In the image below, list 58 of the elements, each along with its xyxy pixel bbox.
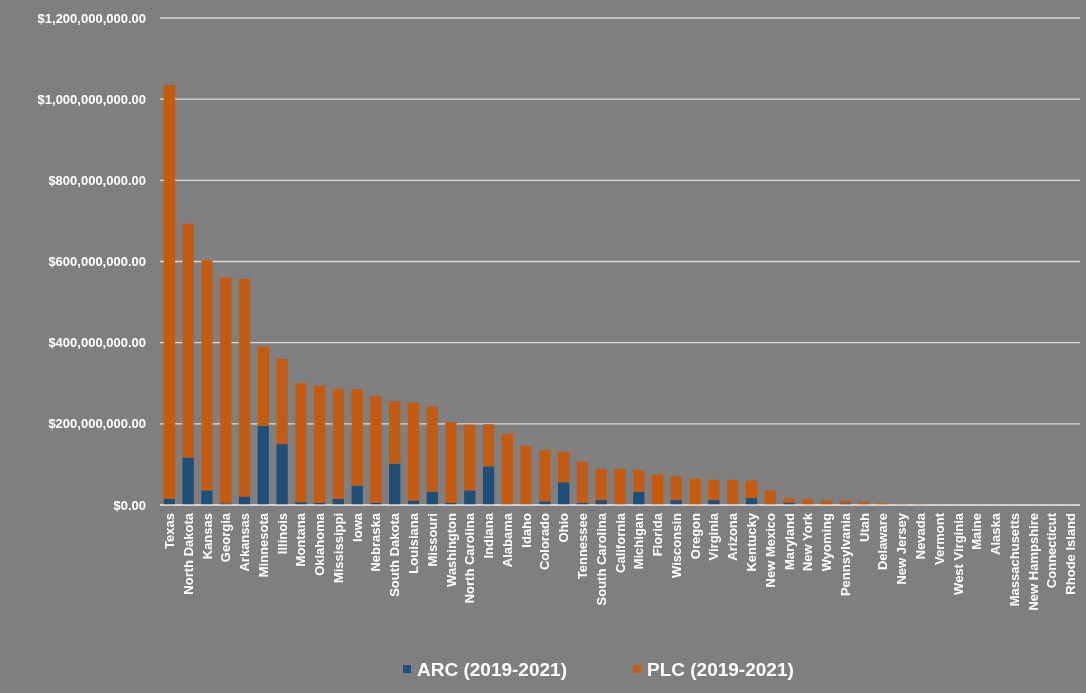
x-tick-label: South Carolina [593,512,609,606]
legend-label: ARC (2019-2021) [417,658,567,680]
x-tick-label: Delaware [875,513,891,571]
x-tick-label: Idaho [518,512,534,548]
x-tick-label: New Jersey [894,512,910,585]
x-tick-label: New York [800,512,816,572]
x-tick-label: North Dakota [180,512,196,595]
x-tick-label: Louisiana [406,512,422,574]
x-tick-label: Colorado [537,512,553,571]
y-tick-label: $800,000,000.00 [48,172,146,188]
y-tick-label: $400,000,000.00 [48,335,146,351]
x-tick-label: Oklahoma [312,512,328,576]
x-tick-label: Utah [856,512,872,542]
x-tick-label: Wyoming [819,512,835,572]
x-tick-label: Minnesota [255,512,271,578]
x-tick-label: West Virginia [950,512,966,595]
x-tick-label: Nevada [912,512,928,560]
x-tick-label: Maine [969,513,985,550]
legend-label: PLC (2019-2021) [647,658,794,680]
x-tick-label: Alaska [988,512,1004,555]
x-tick-label: Kentucky [743,512,759,572]
y-tick-label: $1,200,000,000.00 [37,10,146,26]
x-tick-label: Texas [161,513,177,549]
x-tick-label: Wisconsin [668,512,684,578]
x-tick-label: Tennessee [575,513,590,580]
x-tick-label: Washington [443,512,459,587]
x-tick-label: Montana [293,512,309,567]
x-tick-label: Maryland [781,512,797,571]
x-tick-label: North Carolina [462,512,478,604]
x-tick-label: New Hampshire [1025,513,1041,611]
x-tick-label: Alabama [499,512,515,568]
x-tick-label: Georgia [218,512,234,563]
x-tick-label: Ohio [556,512,572,543]
y-tick-label: $0.00 [113,497,146,513]
x-tick-label: Indiana [481,512,497,559]
x-tick-label: Nebraska [368,512,384,572]
x-tick-label: California [612,512,628,573]
x-tick-label: Pennsylvania [837,512,853,597]
x-tick-label: Illinois [274,513,290,555]
x-tick-label: Connecticut [1044,512,1060,589]
x-tick-label: Rhode Island [1063,512,1079,595]
x-tick-label: Arkansas [237,513,253,572]
x-tick-label: Iowa [349,512,365,542]
x-tick-label: South Dakota [387,512,403,597]
x-tick-label: Oregon [687,512,703,560]
x-tick-label: Massachusetts [1006,513,1022,607]
y-tick-label: $1,000,000,000.00 [37,91,146,107]
y-tick-label: $200,000,000.00 [48,416,146,432]
x-tick-label: Mississippi [330,513,346,584]
x-tick-label: Missouri [424,513,440,567]
x-tick-label: Florida [650,512,666,557]
x-tick-label: Arizona [725,512,741,561]
x-tick-label: Virginia [706,512,722,561]
y-tick-label: $600,000,000.00 [48,254,146,270]
x-tick-label: Michigan [631,512,647,570]
x-tick-label: New Mexico [762,512,778,588]
x-tick-label: Vermont [931,512,947,566]
x-tick-label: Kansas [199,513,215,560]
